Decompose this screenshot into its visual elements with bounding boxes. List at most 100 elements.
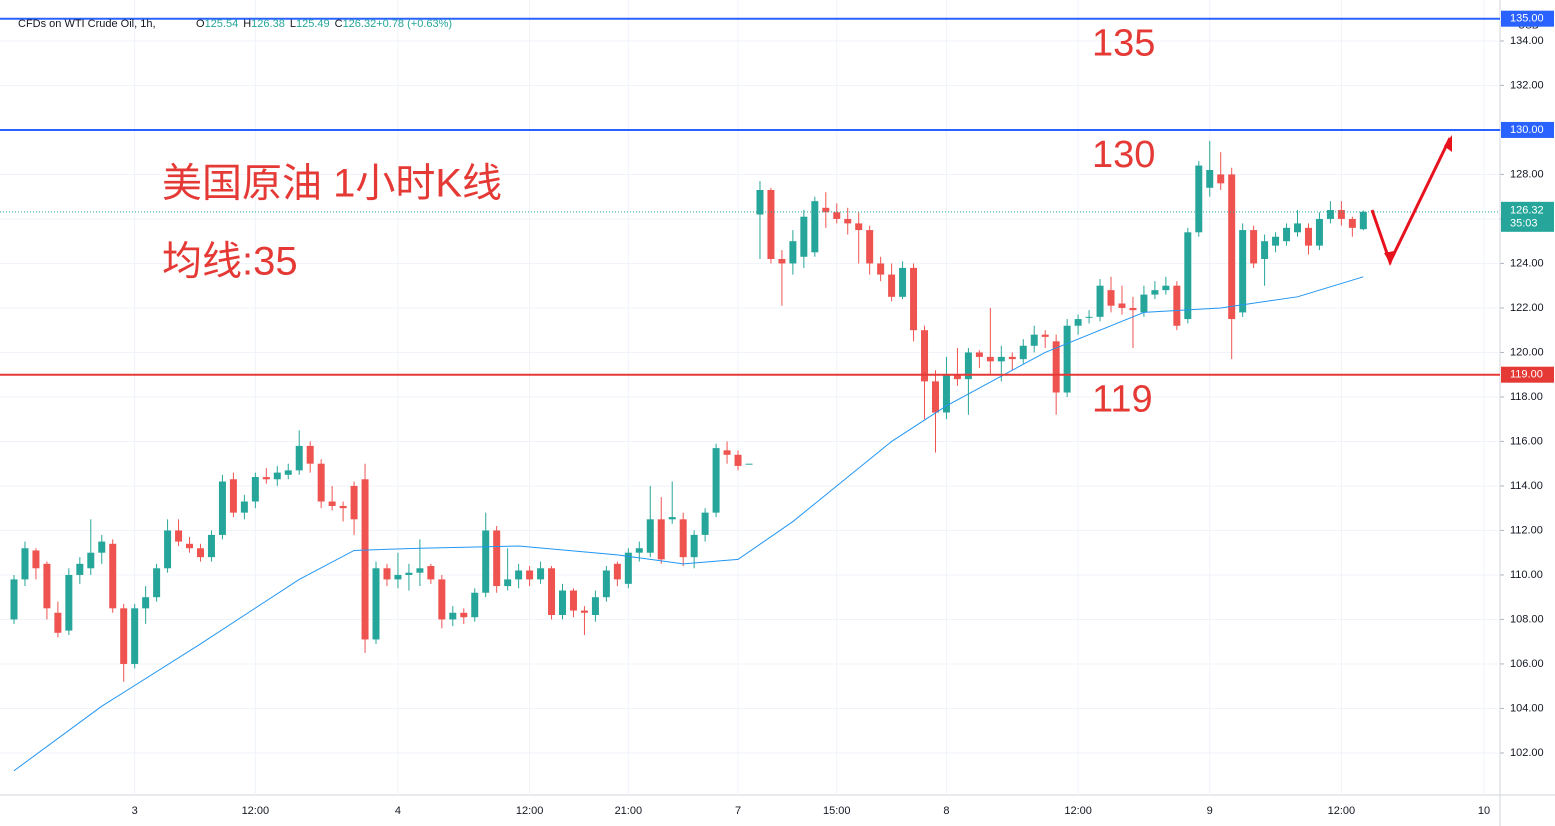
legend-value: 125.54	[205, 18, 239, 30]
candle-body	[76, 563, 84, 575]
candle-body	[10, 579, 18, 620]
y-tick-label: 124.00	[1510, 257, 1544, 269]
candle-body	[98, 541, 106, 553]
x-tick-label: 4	[395, 805, 401, 817]
candle-body	[109, 543, 117, 609]
candle-body	[1283, 227, 1291, 242]
candle-body	[251, 477, 259, 502]
candle-body	[416, 568, 424, 573]
legend-value: 125.49	[296, 18, 330, 30]
candle-body	[668, 517, 676, 520]
candle-body	[427, 566, 435, 580]
last-price-box	[1501, 201, 1554, 232]
candle-body	[975, 352, 983, 357]
candle-body	[306, 445, 314, 464]
ohlc-legend: O125.54 H126.38 L125.49 C126.32+0.78 (+0.63…	[196, 18, 452, 30]
candle-body	[328, 501, 336, 506]
candle-body	[559, 590, 567, 615]
legend-key: H	[243, 18, 251, 30]
candle-body	[1129, 307, 1137, 311]
x-tick-label: 10	[1478, 805, 1490, 817]
legend-key: O	[196, 18, 205, 30]
candle-body	[394, 574, 402, 580]
candle-body	[295, 445, 303, 471]
candle-body	[1184, 232, 1192, 320]
candle-body	[986, 356, 994, 362]
y-tick-label: 104.00	[1510, 702, 1544, 714]
candle-body	[1118, 303, 1126, 308]
candle-body	[43, 563, 51, 609]
candle-body	[186, 543, 194, 549]
y-tick-label: 132.00	[1510, 79, 1544, 91]
candle-body	[701, 512, 709, 535]
candle-body	[1250, 230, 1258, 264]
candle-body	[624, 552, 632, 584]
candle-body	[1294, 223, 1302, 233]
candle-body	[284, 470, 292, 475]
y-tick-label: 122.00	[1510, 302, 1544, 314]
candle-body	[175, 530, 183, 542]
candle-body	[964, 352, 972, 380]
candle-body	[1008, 356, 1016, 360]
candle-body	[997, 356, 1005, 362]
candle-body	[789, 241, 797, 264]
legend-value: +0.78 (+0.63%)	[376, 18, 452, 30]
candle-body	[778, 258, 786, 264]
candle-body	[855, 223, 863, 231]
candle-body	[482, 530, 490, 593]
candle-body	[1261, 241, 1269, 259]
y-tick-label: 106.00	[1510, 658, 1544, 670]
candle-body	[800, 216, 808, 257]
candle-body	[1107, 290, 1115, 306]
candle-body	[679, 519, 687, 558]
legend-value: 126.38	[251, 18, 285, 30]
y-tick-label: 120.00	[1510, 346, 1544, 358]
candle-body	[1096, 285, 1104, 317]
candle-body	[1228, 174, 1236, 320]
candle-body	[218, 481, 226, 535]
candle-body	[712, 448, 720, 513]
y-tick-label: 102.00	[1510, 747, 1544, 759]
y-tick-label: 114.00	[1510, 480, 1543, 492]
candle-body	[405, 572, 413, 575]
y-tick-label: 128.00	[1510, 168, 1544, 180]
chart-subtitle: 均线:35	[162, 240, 298, 284]
candle-body	[1173, 285, 1181, 326]
candle-body	[262, 477, 270, 480]
symbol-header: CFDs on WTI Crude Oil, 1h,	[18, 18, 156, 30]
candle-body	[646, 519, 654, 553]
x-tick-label: 15:00	[823, 805, 851, 817]
chart-title: 美国原油 1小时K线	[162, 162, 502, 206]
candle-body	[833, 212, 841, 219]
candle-body	[1239, 230, 1247, 313]
x-tick-label: 12:00	[1328, 805, 1356, 817]
candle-body	[690, 534, 698, 558]
candle-body	[207, 534, 215, 558]
candle-body	[526, 570, 534, 580]
candle-body	[910, 267, 918, 331]
candle-body	[537, 568, 545, 580]
candle-body	[723, 450, 731, 455]
candle-body	[657, 519, 665, 560]
candle-body	[548, 568, 556, 615]
candle-body	[580, 610, 588, 613]
x-tick-label: 12:00	[242, 805, 270, 817]
candle-body	[1074, 319, 1082, 326]
countdown-label: 35:03	[1510, 218, 1538, 230]
candle-body	[811, 201, 819, 253]
candle-body	[240, 501, 248, 513]
candle-body	[1359, 211, 1367, 230]
candle-body	[515, 570, 523, 580]
level-label-box	[1501, 366, 1554, 383]
candle-body	[1315, 218, 1323, 246]
y-tick-label: 116.00	[1510, 435, 1543, 447]
x-tick-label: 9	[1207, 805, 1213, 817]
candle-body	[120, 608, 128, 664]
candle-body	[438, 579, 446, 620]
arrow-heads	[1384, 135, 1452, 265]
moving-average-line	[13, 276, 1364, 772]
candle-body	[317, 463, 325, 502]
x-tick-label: 21:00	[615, 805, 643, 817]
candle-body	[273, 472, 281, 480]
candle-body	[1140, 294, 1148, 313]
